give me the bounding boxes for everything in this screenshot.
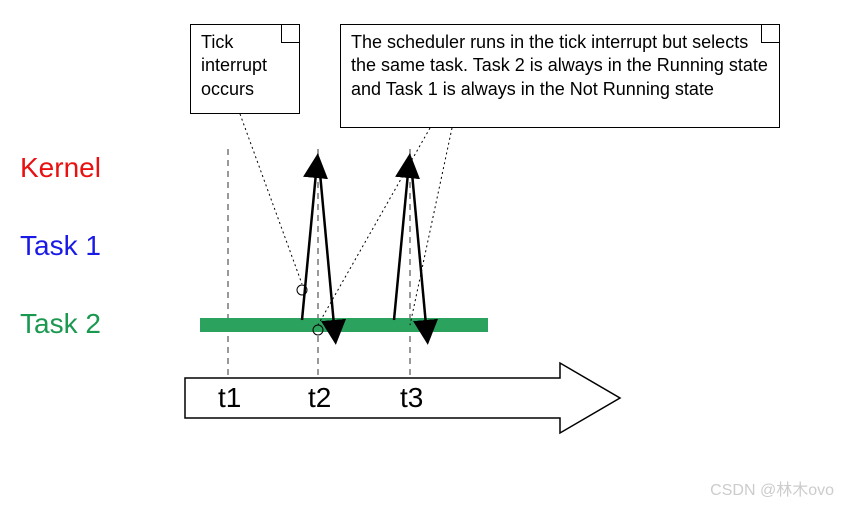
- tick-label-t3: t3: [400, 382, 423, 414]
- tick-label-t1: t1: [218, 382, 241, 414]
- tick-label-t2: t2: [308, 382, 331, 414]
- watermark: CSDN @林木ovo: [710, 476, 834, 500]
- timing-diagram: [0, 0, 846, 508]
